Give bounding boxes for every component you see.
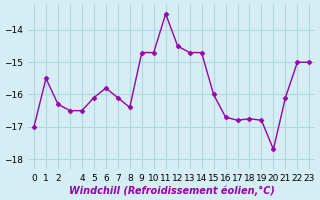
X-axis label: Windchill (Refroidissement éolien,°C): Windchill (Refroidissement éolien,°C) (69, 185, 275, 196)
